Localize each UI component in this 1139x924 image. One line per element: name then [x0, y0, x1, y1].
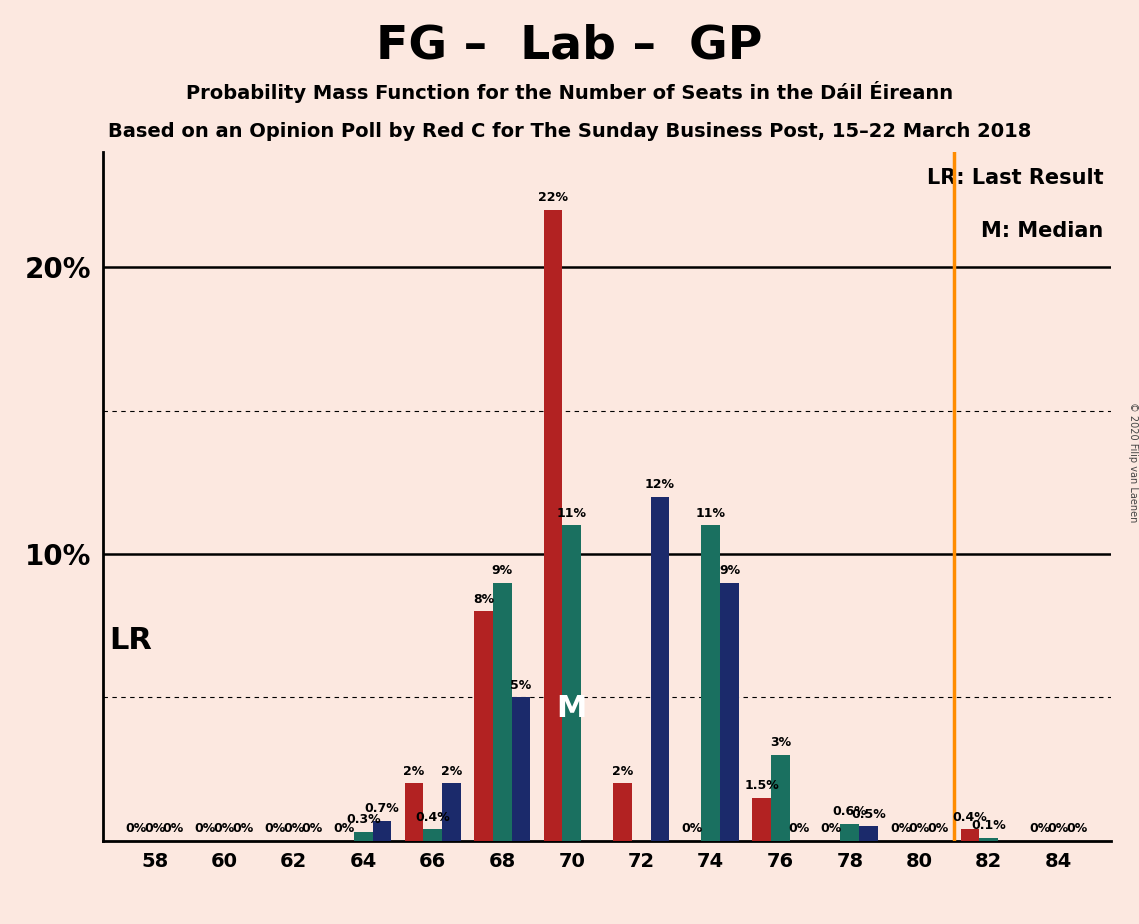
Text: 5%: 5% [510, 679, 532, 692]
Text: 0%: 0% [1029, 822, 1050, 835]
Text: 0%: 0% [264, 822, 286, 835]
Text: 0.4%: 0.4% [952, 810, 988, 823]
Text: FG –  Lab –  GP: FG – Lab – GP [376, 23, 763, 68]
Text: M: Median: M: Median [981, 222, 1104, 241]
Bar [543, 210, 563, 841]
Text: 2%: 2% [612, 765, 633, 778]
Text: 0.1%: 0.1% [972, 820, 1006, 833]
Text: 2%: 2% [441, 765, 462, 778]
Text: 3%: 3% [770, 736, 790, 749]
Text: 0%: 0% [163, 822, 185, 835]
Text: 0%: 0% [334, 822, 355, 835]
Text: 0%: 0% [284, 822, 304, 835]
Text: 0.3%: 0.3% [346, 813, 380, 826]
Bar [720, 583, 739, 841]
Text: 0%: 0% [1066, 822, 1088, 835]
Bar [771, 755, 789, 841]
Text: 0%: 0% [144, 822, 165, 835]
Text: 0.7%: 0.7% [364, 802, 400, 815]
Text: 8%: 8% [473, 592, 494, 605]
Bar [752, 797, 771, 841]
Text: 0%: 0% [302, 822, 323, 835]
Text: 0%: 0% [1048, 822, 1070, 835]
Bar [511, 698, 531, 841]
Bar [424, 830, 442, 841]
Text: Probability Mass Function for the Number of Seats in the Dáil Éireann: Probability Mass Function for the Number… [186, 81, 953, 103]
Text: M: M [557, 694, 587, 723]
Text: 0%: 0% [927, 822, 949, 835]
Text: 0.5%: 0.5% [851, 808, 886, 821]
Text: 1.5%: 1.5% [744, 779, 779, 792]
Bar [354, 833, 372, 841]
Bar [702, 526, 720, 841]
Bar [372, 821, 392, 841]
Text: 0%: 0% [195, 822, 216, 835]
Bar [859, 826, 878, 841]
Bar [650, 497, 670, 841]
Text: LR: LR [109, 626, 153, 655]
Bar [563, 526, 581, 841]
Text: 0%: 0% [820, 822, 842, 835]
Text: 9%: 9% [719, 564, 740, 577]
Bar [980, 838, 998, 841]
Bar [613, 784, 632, 841]
Text: 0%: 0% [909, 822, 929, 835]
Text: 0%: 0% [890, 822, 911, 835]
Bar [960, 830, 980, 841]
Text: 0.4%: 0.4% [416, 810, 450, 823]
Text: 0%: 0% [788, 822, 810, 835]
Text: 11%: 11% [557, 506, 587, 519]
Text: 22%: 22% [538, 191, 568, 204]
Text: 0%: 0% [232, 822, 254, 835]
Bar [841, 823, 859, 841]
Text: 12%: 12% [645, 478, 675, 491]
Bar [404, 784, 424, 841]
Text: 11%: 11% [696, 506, 726, 519]
Bar [493, 583, 511, 841]
Text: © 2020 Filip van Laenen: © 2020 Filip van Laenen [1129, 402, 1138, 522]
Text: LR: Last Result: LR: Last Result [927, 167, 1104, 188]
Text: 2%: 2% [403, 765, 425, 778]
Text: 0%: 0% [681, 822, 703, 835]
Text: 0.6%: 0.6% [833, 805, 867, 818]
Text: 0%: 0% [213, 822, 235, 835]
Bar [442, 784, 461, 841]
Text: 0%: 0% [125, 822, 147, 835]
Text: 9%: 9% [492, 564, 513, 577]
Bar [474, 612, 493, 841]
Text: Based on an Opinion Poll by Red C for The Sunday Business Post, 15–22 March 2018: Based on an Opinion Poll by Red C for Th… [108, 122, 1031, 141]
